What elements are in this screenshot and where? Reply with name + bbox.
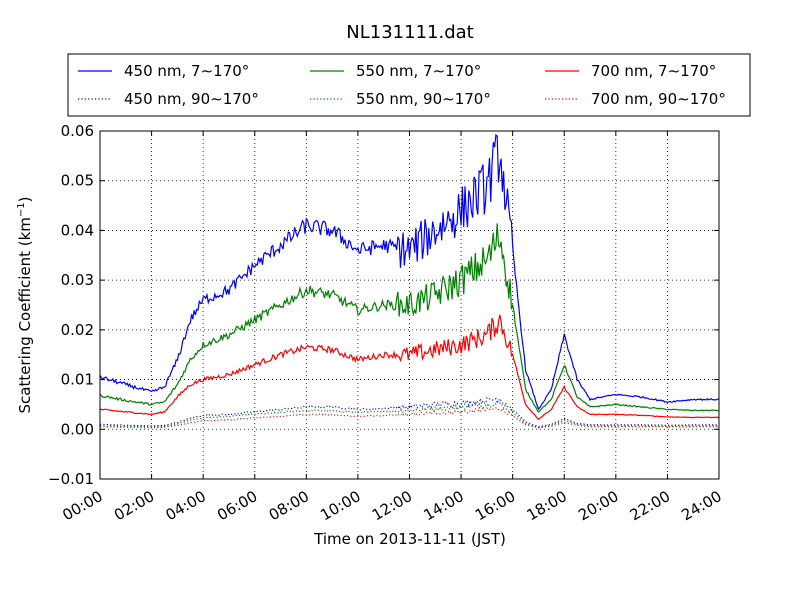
series-line (99, 314, 720, 421)
legend-box (67, 53, 751, 117)
y-tick-label: 0.05 (61, 172, 94, 190)
series-line (99, 133, 720, 411)
y-tick-label: 0.03 (61, 271, 94, 289)
series-line (99, 400, 720, 428)
x-tick-label: 22:00 (627, 487, 673, 524)
series-group (99, 133, 720, 429)
x-tick-label: 20:00 (575, 487, 621, 524)
x-tick-label: 08:00 (266, 487, 312, 524)
y-axis-title-end: ) (16, 196, 34, 202)
series-line (99, 407, 720, 429)
chart-title: NL131111.dat (346, 22, 473, 43)
y-tick-label: 0.02 (61, 321, 94, 339)
x-tick-labels: 00:00 02:00 04:00 06:00 08:00 10:00 12:00 14:00… (59, 487, 724, 524)
x-tick-label: 06:00 (214, 487, 260, 524)
legend-label: 700 nm, 7∼170° (591, 62, 716, 80)
x-tick-label: 02:00 (111, 487, 157, 524)
x-tick-label: 04:00 (163, 487, 209, 524)
x-tick-label: 14:00 (420, 487, 466, 524)
y-tick-label: 0.04 (61, 221, 94, 239)
x-tick-label: 24:00 (678, 487, 724, 524)
y-tick-label: −0.01 (48, 470, 94, 488)
y-tick-labels: −0.01 0.00 0.01 0.02 0.03 0.04 0.05 0.06 (48, 122, 94, 488)
x-tick-label: 18:00 (524, 487, 570, 524)
y-axis-title: Scattering Coefficient (km−1) (16, 196, 34, 413)
legend-label: 550 nm, 7∼170° (356, 62, 481, 80)
y-tick-label: 0.06 (61, 122, 94, 140)
x-axis-title: Time on 2013-11-11 (JST) (313, 530, 506, 548)
legend-label: 450 nm, 7∼170° (124, 62, 249, 80)
y-tick-label: 0.01 (61, 371, 94, 389)
series-line (99, 223, 720, 414)
y-tick-label: 0.00 (61, 420, 94, 438)
legend-label: 450 nm, 90∼170° (124, 90, 259, 108)
x-tick-label: 12:00 (369, 487, 415, 524)
legend-label: 550 nm, 90∼170° (356, 90, 491, 108)
y-axis-title-main: Scattering Coefficient (km (16, 217, 34, 413)
axis-ticks (99, 130, 720, 480)
series-line (99, 397, 720, 428)
legend: 450 nm, 7∼170° 550 nm, 7∼170° 700 nm, 7∼17… (67, 53, 751, 117)
x-tick-label: 10:00 (317, 487, 363, 524)
x-tick-label: 00:00 (59, 487, 105, 524)
y-axis-title-sup: −1 (16, 202, 27, 217)
legend-label: 700 nm, 90∼170° (591, 90, 726, 108)
x-tick-label: 16:00 (472, 487, 518, 524)
